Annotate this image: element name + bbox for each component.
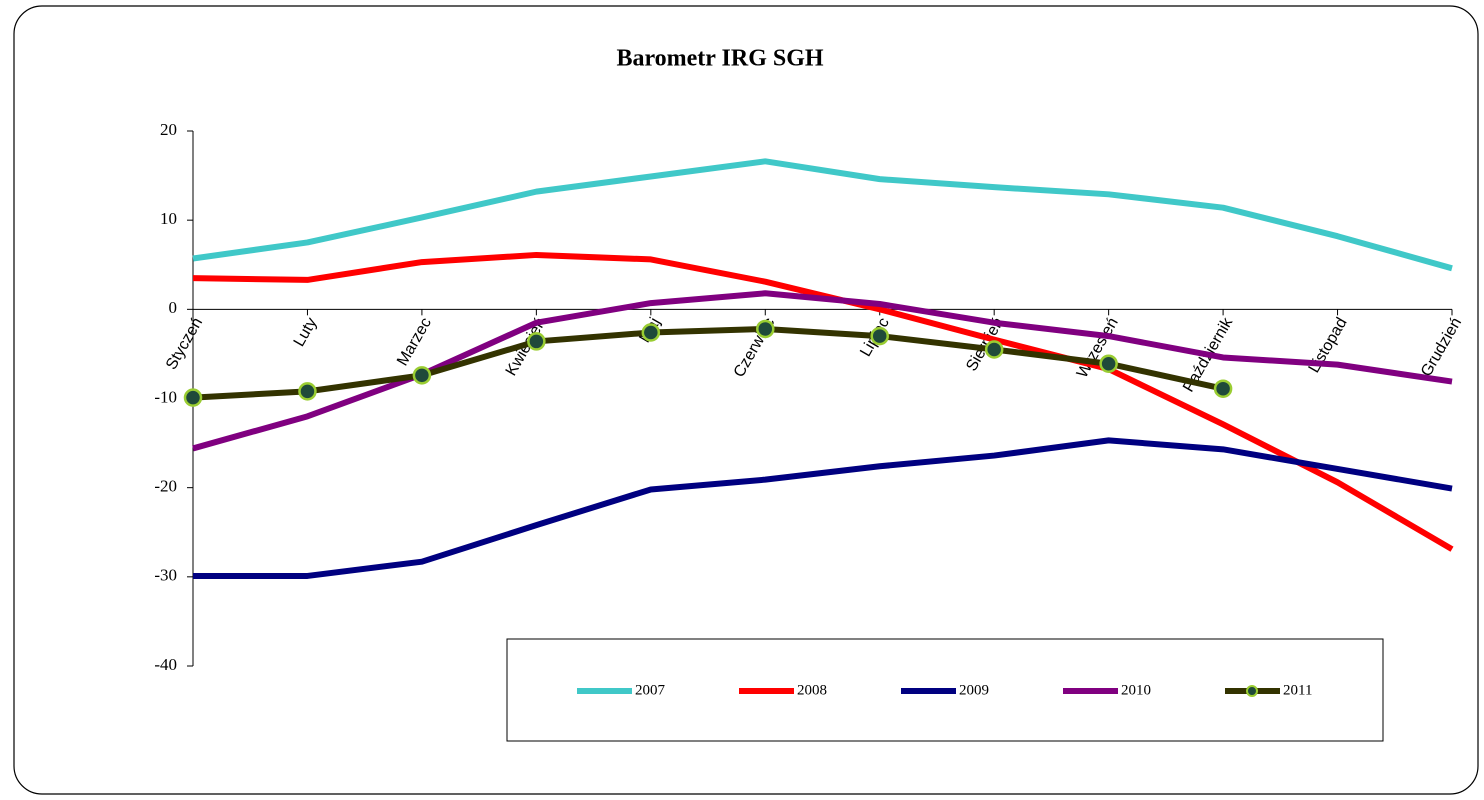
chart-frame <box>13 5 1479 795</box>
series-marker <box>527 332 546 351</box>
series-marker <box>298 382 317 401</box>
legend-label: 2009 <box>959 682 989 698</box>
y-tick-label: 10 <box>160 209 177 228</box>
series-marker <box>870 326 889 346</box>
series-line <box>192 251 1454 552</box>
series-marker <box>1099 354 1118 373</box>
series-line <box>192 158 1453 272</box>
series-marker <box>183 388 203 407</box>
legend-label: 2011 <box>1283 682 1312 698</box>
legend-label: 2008 <box>797 682 827 698</box>
series-marker <box>984 340 1004 359</box>
y-tick-label: -10 <box>154 387 177 406</box>
series-line <box>192 290 1453 452</box>
series-marker <box>641 323 661 342</box>
y-tick-label: 0 <box>169 298 178 317</box>
series-line <box>192 325 1224 401</box>
legend-label: 2010 <box>1121 682 1151 698</box>
y-tick-label: -40 <box>154 655 177 674</box>
y-tick-label: -20 <box>154 477 177 496</box>
legend-marker <box>1246 685 1258 697</box>
y-tick-label: -30 <box>154 566 177 585</box>
series-line <box>193 437 1453 579</box>
series-marker <box>756 319 775 339</box>
legend-label: 2007 <box>635 682 666 698</box>
y-tick-label: 20 <box>160 120 177 139</box>
series-marker <box>412 366 432 385</box>
series-marker <box>1213 379 1233 398</box>
chart-title: Barometr IRG SGH <box>616 46 823 72</box>
